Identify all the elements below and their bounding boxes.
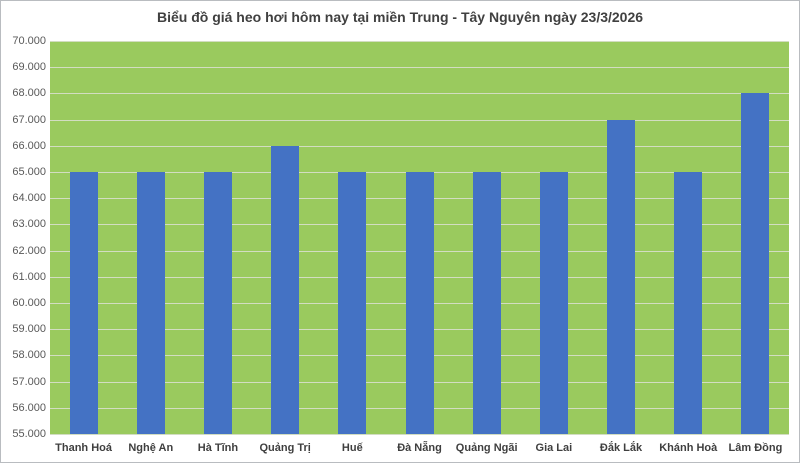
- x-axis: Thanh Hoá Nghệ An Hà Tĩnh Quảng Trị Huế Đà Nẵ…: [50, 441, 789, 461]
- y-tick-label: 57.000: [12, 375, 46, 388]
- bar-nghệ-an: [137, 172, 165, 434]
- y-axis: 55.000 56.000 57.000 58.000 59.000 60.000 61.0…: [1, 1, 46, 462]
- y-tick-label: 63.000: [12, 218, 46, 231]
- x-tick-label: Khánh Hoà: [659, 442, 718, 454]
- x-tick-label: Đắk Lắk: [599, 442, 643, 454]
- x-tick-label: Huế: [341, 442, 363, 454]
- x-tick-label: Thanh Hoá: [55, 442, 112, 454]
- x-tick-label: Lâm Đồng: [728, 442, 783, 454]
- bar-đà-nẵng: [406, 172, 434, 434]
- y-tick-label: 69.000: [12, 61, 46, 74]
- x-tick-label: Hà Tĩnh: [197, 442, 239, 454]
- y-tick-label: 64.000: [12, 192, 46, 205]
- y-tick-label: 55.000: [12, 428, 46, 440]
- bar-đắk-lắk: [607, 120, 635, 434]
- bar-lâm-đồng: [741, 93, 769, 434]
- chart-title: Biểu đồ giá heo hơi hôm nay tại miền Tru…: [156, 9, 644, 25]
- y-tick-label: 61.000: [12, 270, 46, 283]
- gridline: [50, 434, 789, 435]
- y-tick-label: 62.000: [12, 244, 46, 257]
- gridline: [50, 67, 789, 68]
- bar-huế: [338, 172, 366, 434]
- bar-quảng-ngãi: [473, 172, 501, 434]
- x-tick-label: Quảng Trị: [259, 442, 311, 454]
- x-tick-label: Gia Lai: [535, 442, 573, 454]
- bar-khánh-hoà: [674, 172, 702, 434]
- y-tick-label: 68.000: [12, 87, 46, 100]
- y-tick-label: 65.000: [12, 166, 46, 178]
- x-tick-label: Nghệ An: [128, 442, 174, 454]
- gridline: [50, 93, 789, 94]
- bar-quảng-trị: [271, 146, 299, 434]
- y-tick-label: 66.000: [12, 139, 46, 152]
- x-tick-label: Đà Nẵng: [397, 442, 442, 454]
- bar-thanh-hoá: [70, 172, 98, 434]
- y-tick-label: 58.000: [12, 349, 46, 362]
- bar-gia-lai: [540, 172, 568, 434]
- plot-area: [50, 41, 789, 435]
- bar-hà-tĩnh: [204, 172, 232, 434]
- y-tick-label: 67.000: [12, 113, 46, 126]
- gridline: [50, 41, 789, 42]
- y-tick-label: 56.000: [12, 401, 46, 414]
- y-tick-label: 60.000: [12, 297, 46, 309]
- gridline: [50, 146, 789, 147]
- x-tick-label: Quảng Ngãi: [455, 442, 518, 454]
- y-tick-label: 59.000: [12, 323, 46, 336]
- gridline: [50, 120, 789, 121]
- y-tick-label: 70.000: [12, 35, 46, 47]
